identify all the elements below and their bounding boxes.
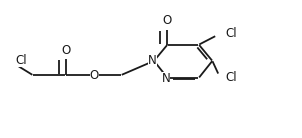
- Text: Cl: Cl: [225, 27, 237, 40]
- Text: N: N: [148, 54, 157, 67]
- Text: N: N: [162, 72, 170, 85]
- Text: Cl: Cl: [225, 71, 237, 84]
- Text: O: O: [61, 44, 70, 57]
- Text: O: O: [89, 69, 99, 82]
- Text: O: O: [163, 14, 172, 27]
- Text: Cl: Cl: [15, 54, 27, 67]
